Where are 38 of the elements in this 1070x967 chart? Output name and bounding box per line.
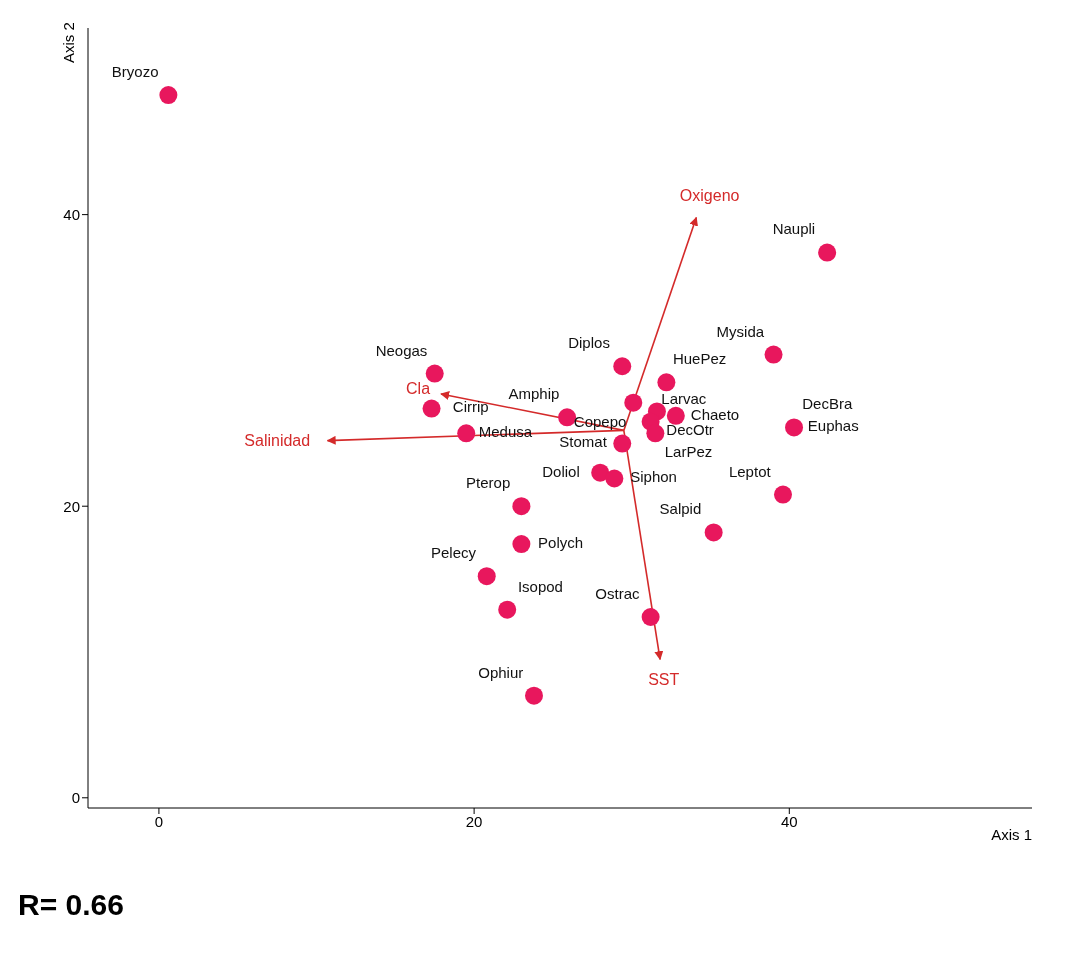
annotation: Polych <box>538 534 584 552</box>
annotation: Amphip <box>508 385 560 403</box>
annotation: Siphon <box>630 468 677 486</box>
x-tick-label: 0 <box>154 812 164 830</box>
annotation: Naupli <box>772 220 816 238</box>
series-label: Salinidad <box>244 431 311 449</box>
y-tick-label: 20 <box>63 497 80 515</box>
text: R= 0.66 <box>18 888 125 922</box>
series-label: SST <box>648 671 680 689</box>
annotation: Euphas <box>807 417 859 435</box>
series-label: Oxigeno <box>679 186 740 204</box>
annotation: Leptot <box>728 462 772 480</box>
x-tick-label: 20 <box>465 812 483 830</box>
annotation: DecBra <box>802 395 853 413</box>
y-tick-label: 0 <box>71 789 80 807</box>
annotation: LarPez <box>664 443 713 461</box>
annotation: Isopod <box>517 577 563 595</box>
annotation: Doliol <box>542 462 580 480</box>
annotation: Bryozo <box>111 63 159 81</box>
annotation: Diplos <box>568 334 610 352</box>
annotation: Larvac <box>661 389 707 407</box>
annotation: Chaeto <box>690 405 740 423</box>
annotation: Ophiur <box>478 663 524 681</box>
annotation: Neogas <box>375 341 428 359</box>
annotation: Salpid <box>659 500 702 518</box>
annotation: Pelecy <box>431 544 477 562</box>
x-tick-label: 40 <box>780 812 798 830</box>
annotation: Mysida <box>716 322 765 340</box>
annotation: Cirrip <box>452 398 489 416</box>
annotation: Ostrac <box>595 584 640 602</box>
annotation: DecOtr <box>666 421 714 439</box>
annotation: Pterop <box>466 474 511 492</box>
annotation: Stomat <box>559 433 608 451</box>
annotation: HuePez <box>672 350 727 368</box>
y-axis-title: Axis 2 <box>59 22 77 63</box>
x-axis-title: Axis 1 <box>991 826 1032 843</box>
series-label: Cla <box>406 379 431 397</box>
y-tick-label: 40 <box>63 205 80 223</box>
